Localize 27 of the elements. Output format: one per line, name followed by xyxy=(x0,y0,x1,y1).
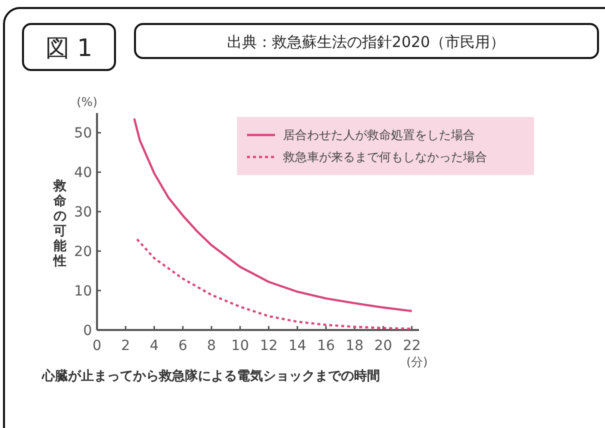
x-tick-label: 6 xyxy=(178,338,188,354)
y-tick-label: 50 xyxy=(74,126,92,142)
line-series xyxy=(136,238,413,330)
x-tick-label: 10 xyxy=(231,338,250,354)
y-tick-label: 20 xyxy=(74,244,92,260)
y-tick-label: 40 xyxy=(74,165,92,182)
x-tick-label: 2 xyxy=(121,338,130,354)
x-tick-label: 16 xyxy=(317,338,335,354)
x-tick-label: 12 xyxy=(260,338,278,354)
y-tick-label: 30 xyxy=(74,204,92,221)
text: (%) xyxy=(76,95,98,109)
y-tick-label: 0 xyxy=(83,323,92,339)
y-tick-label: 10 xyxy=(74,284,92,300)
x-tick-label: 4 xyxy=(150,338,159,354)
legend-label: 救急車が来るまで何もしなかった場合 xyxy=(282,150,487,164)
x-axis-title: 心臓が止まってから救急隊による電気ショックまでの時間 xyxy=(41,368,380,384)
x-tick-label: 20 xyxy=(374,338,392,354)
chart-subtitle: 出典：救急蘇生法の指針2020（市民用） xyxy=(226,33,506,51)
x-tick-label: 8 xyxy=(207,338,216,354)
x-tick-label: 14 xyxy=(288,338,306,354)
line-series xyxy=(133,117,413,312)
y-axis-title: 救命の可能性 xyxy=(52,179,68,269)
x-tick-label: 22 xyxy=(402,338,421,354)
x-tick-label: 18 xyxy=(346,338,364,354)
chart-title: 図 1 xyxy=(46,34,92,62)
text: (分) xyxy=(406,355,428,369)
legend-label: 居合わせた人が救命処置をした場合 xyxy=(283,128,475,142)
